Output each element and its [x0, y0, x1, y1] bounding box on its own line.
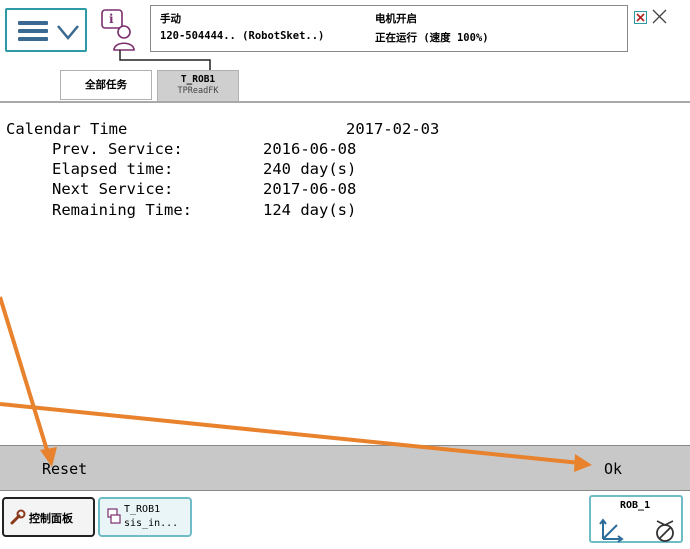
calendar-label: Calendar Time	[6, 120, 128, 138]
taskbar-control-panel[interactable]: 控制面板	[2, 497, 95, 537]
info-label: Remaining Time:	[52, 201, 192, 219]
info-person-icon: i	[101, 9, 135, 51]
svg-text:i: i	[109, 12, 114, 26]
chevron-down-icon	[57, 25, 79, 40]
command-bar: Reset Ok	[0, 445, 690, 491]
program-window-icon	[107, 508, 121, 524]
ok-button[interactable]: Ok	[460, 446, 690, 490]
main-menu-button[interactable]	[5, 8, 87, 52]
tab-connector-line	[119, 50, 211, 70]
info-row-elapsed-time: Elapsed time: 240 day(s)	[52, 160, 682, 180]
service-info-panel: Calendar Time 2017-02-03 Prev. Service: …	[0, 103, 690, 445]
info-row-next-service: Next Service: 2017-06-08	[52, 180, 682, 200]
wrench-icon	[10, 509, 26, 525]
operating-mode: 手动	[160, 13, 181, 25]
task-subtitle: sis_in...	[124, 518, 179, 529]
robot-jog-icon	[599, 518, 674, 543]
tab-divider	[0, 101, 690, 103]
window-status-icon[interactable]	[634, 11, 647, 24]
info-row-prev-service: Prev. Service: 2016-06-08	[52, 140, 682, 160]
task-title: T_ROB1	[124, 504, 161, 515]
menu-icon	[18, 21, 48, 41]
info-value: 124 day(s)	[263, 201, 357, 219]
info-label: Elapsed time:	[52, 160, 174, 178]
top-bar: i 手动 120-504444.. (RobotSket..) 电机开启 正在运…	[0, 0, 690, 62]
info-value: 240 day(s)	[263, 160, 357, 178]
running-status: 正在运行 (速度 100%)	[375, 32, 489, 44]
quickset-robot-button[interactable]: ROB_1	[589, 495, 683, 543]
reset-button-label: Reset	[42, 460, 88, 478]
tab-t-rob1-sublabel: TPReadFK	[177, 86, 219, 96]
info-value: 2016-06-08	[263, 140, 357, 158]
info-value: 2017-06-08	[263, 180, 357, 198]
info-row-remaining-time: Remaining Time: 124 day(s)	[52, 201, 682, 221]
taskbar: 控制面板 T_ROB1 sis_in... ROB_1	[0, 491, 690, 549]
tab-all-tasks[interactable]: 全部任务	[60, 70, 152, 100]
ok-button-label: Ok	[604, 460, 623, 478]
reset-button[interactable]: Reset	[0, 446, 230, 490]
control-panel-label: 控制面板	[29, 512, 73, 525]
close-icon[interactable]	[652, 9, 667, 24]
calendar-value: 2017-02-03	[346, 120, 440, 138]
calendar-row: Calendar Time 2017-02-03	[6, 120, 686, 140]
status-box[interactable]: 手动 120-504444.. (RobotSket..) 电机开启 正在运行 …	[150, 5, 628, 52]
info-label: Prev. Service:	[52, 140, 183, 158]
tab-t-rob1[interactable]: T_ROB1 TPReadFK	[157, 70, 239, 102]
robot-label: ROB_1	[620, 500, 651, 511]
tab-t-rob1-label: T_ROB1	[180, 74, 216, 85]
program-name: 120-504444.. (RobotSket..)	[160, 30, 325, 42]
taskbar-t-rob1[interactable]: T_ROB1 sis_in...	[98, 497, 192, 537]
event-info-button[interactable]: i	[98, 8, 144, 54]
motor-status: 电机开启	[375, 13, 417, 25]
info-label: Next Service:	[52, 180, 174, 198]
